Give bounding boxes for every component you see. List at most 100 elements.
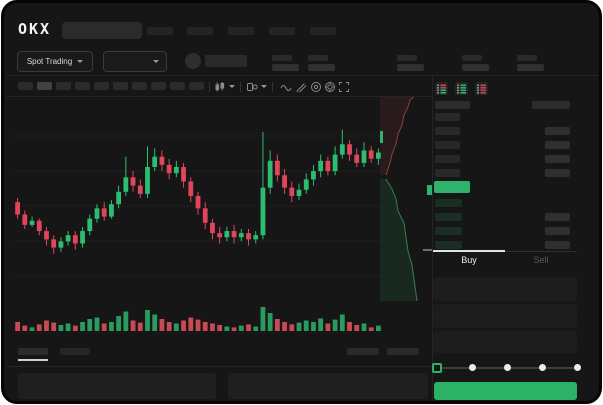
depth-profile <box>380 97 432 301</box>
candlestick-chart[interactable] <box>14 99 382 297</box>
orderbook-mode-combined-icon[interactable] <box>435 82 448 95</box>
total-input[interactable] <box>433 331 577 353</box>
candle-body <box>253 235 259 240</box>
volume-bar <box>303 320 309 331</box>
ticker-stat-value-placeholder <box>462 64 489 71</box>
volume-bar <box>51 322 57 331</box>
tab-buy[interactable]: Buy <box>461 255 477 265</box>
candle-body <box>116 191 122 205</box>
ask-price-placeholder[interactable] <box>435 113 460 121</box>
bid-amount-placeholder <box>545 241 570 249</box>
candle-body <box>296 189 302 196</box>
bottom-row-action-placeholder[interactable] <box>347 348 379 355</box>
timeframe-button[interactable] <box>94 82 109 90</box>
slider-stop[interactable] <box>573 364 581 371</box>
timeframe-button[interactable] <box>132 82 147 90</box>
timeframe-button[interactable] <box>56 82 71 90</box>
volume-bar <box>65 323 71 331</box>
nav-item-placeholder[interactable] <box>269 27 295 35</box>
indicators-icon[interactable] <box>246 81 258 93</box>
timeframe-button[interactable] <box>189 82 204 90</box>
divider <box>433 251 577 252</box>
bid-price-placeholder[interactable] <box>435 241 462 249</box>
pair-dropdown[interactable] <box>103 51 167 72</box>
okx-logo[interactable]: OKX <box>18 20 52 38</box>
ask-price-placeholder[interactable] <box>435 127 460 135</box>
timeframe-button[interactable] <box>18 82 33 90</box>
slider-stop[interactable] <box>538 364 546 371</box>
bottom-row-action-placeholder[interactable] <box>387 348 419 355</box>
volume-bar <box>217 325 223 331</box>
candle-body <box>181 167 186 182</box>
timeframe-button[interactable] <box>170 82 185 90</box>
nav-item-placeholder[interactable] <box>187 27 213 35</box>
bid-price-placeholder[interactable] <box>435 227 462 235</box>
bottom-tab-open-orders[interactable] <box>18 348 48 355</box>
orderbook-mode-asks-icon[interactable] <box>475 82 488 95</box>
ticker-stat-label-placeholder <box>462 55 482 61</box>
candle-body <box>94 208 100 219</box>
orderbook-last-price[interactable] <box>434 181 470 193</box>
ask-amount-placeholder <box>545 155 570 163</box>
chart-type-icon[interactable] <box>214 81 226 93</box>
volume-bar <box>231 327 237 331</box>
candle-body <box>282 175 287 188</box>
volume-bar <box>123 311 129 331</box>
nav-item-placeholder[interactable] <box>147 27 173 35</box>
volume-bar <box>58 325 64 331</box>
orderbook-mode-bids-icon[interactable] <box>455 82 468 95</box>
candle-body <box>123 177 129 192</box>
bottom-tab-active-indicator <box>18 359 48 361</box>
slider-stop[interactable] <box>468 364 476 371</box>
bottom-panel-placeholder <box>18 373 216 399</box>
screenshot-camera-icon[interactable] <box>310 81 322 93</box>
divider <box>6 75 599 76</box>
bid-price-placeholder[interactable] <box>435 213 462 221</box>
candle-body <box>101 208 107 217</box>
candle-body <box>267 160 273 188</box>
ticker-stat-value-placeholder <box>517 64 544 71</box>
settings-gear-icon[interactable] <box>324 81 336 93</box>
buy-submit-button[interactable] <box>434 382 577 400</box>
nav-item-placeholder[interactable] <box>228 27 254 35</box>
bottom-tab-order-history[interactable] <box>60 348 90 355</box>
draw-pencil-icon[interactable] <box>295 81 307 93</box>
ask-price-placeholder[interactable] <box>435 155 460 163</box>
chevron-down-icon[interactable] <box>261 85 267 88</box>
depth-bids-area <box>380 179 417 301</box>
last-price-dash <box>423 249 432 251</box>
candle-body <box>354 154 360 163</box>
bid-price-placeholder[interactable] <box>435 199 462 207</box>
tab-sell[interactable]: Sell <box>533 255 549 265</box>
candle-body <box>368 150 374 159</box>
volume-bar <box>72 325 78 331</box>
fullscreen-icon[interactable] <box>338 81 350 93</box>
candle-body <box>274 160 280 176</box>
search-input[interactable] <box>62 22 142 39</box>
market-type-dropdown[interactable]: Spot Trading <box>17 51 93 72</box>
candle-body <box>29 220 35 225</box>
slider-stop[interactable] <box>503 364 511 371</box>
chevron-down-icon[interactable] <box>229 85 235 88</box>
divider <box>6 366 432 367</box>
timeframe-button[interactable] <box>151 82 166 90</box>
ask-price-placeholder[interactable] <box>435 141 460 149</box>
slider-handle[interactable] <box>432 363 442 373</box>
candle-body <box>210 222 215 234</box>
amount-input[interactable] <box>433 304 577 328</box>
candle-body <box>166 164 172 174</box>
volume-bar <box>282 322 287 331</box>
ticker-stat-value-placeholder <box>397 64 424 71</box>
ask-price-placeholder[interactable] <box>435 169 460 177</box>
volume-bar <box>368 327 374 331</box>
timeframe-button[interactable] <box>37 82 52 90</box>
candle-body <box>311 171 316 180</box>
volume-bar <box>29 327 35 331</box>
line-tool-icon[interactable] <box>280 81 292 93</box>
nav-item-placeholder[interactable] <box>310 27 336 35</box>
price-input[interactable] <box>433 277 577 301</box>
volume-chart <box>15 307 381 331</box>
timeframe-button[interactable] <box>75 82 90 90</box>
timeframe-button[interactable] <box>113 82 128 90</box>
candle-body <box>109 204 114 217</box>
